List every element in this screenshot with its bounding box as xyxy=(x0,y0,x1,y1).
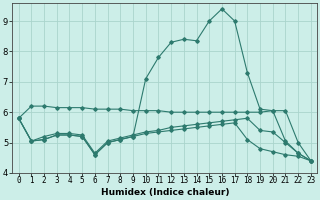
X-axis label: Humidex (Indice chaleur): Humidex (Indice chaleur) xyxy=(100,188,229,197)
